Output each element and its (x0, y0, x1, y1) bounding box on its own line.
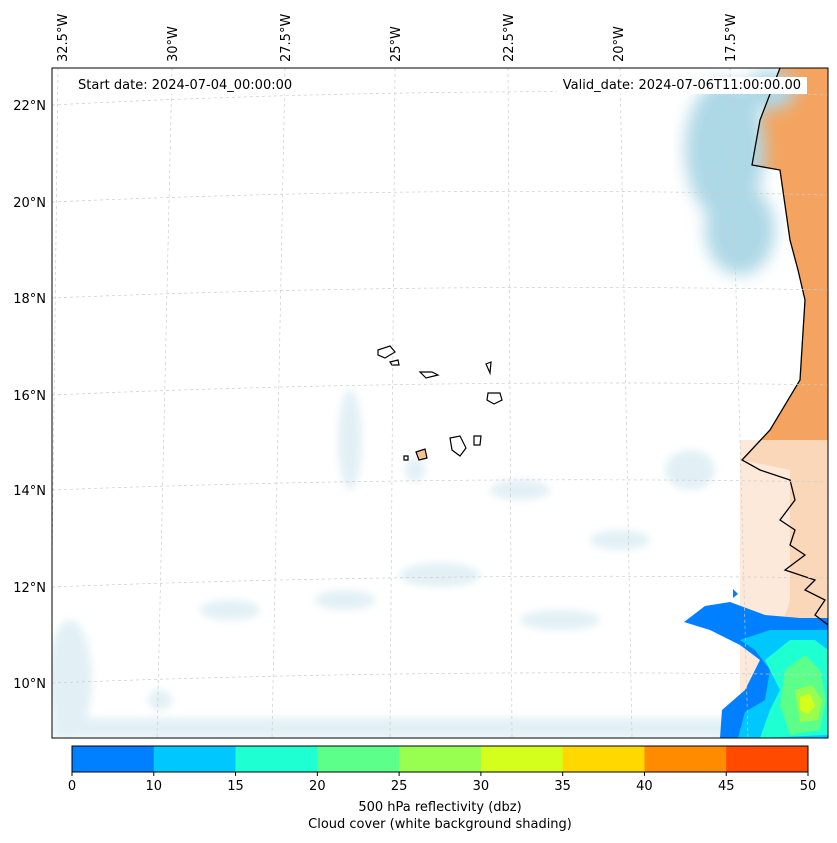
reflectivity-blob (684, 589, 828, 738)
faint-cloud-shading (52, 390, 732, 738)
latitude-labels: 22°N 20°N 18°N 16°N 14°N 12°N 10°N (13, 99, 46, 692)
colorbar-segment (317, 746, 400, 772)
colorbar-tick-label: 25 (391, 779, 408, 794)
coastline (740, 68, 828, 626)
colorbar-tick-label: 35 (554, 779, 571, 794)
colorbar-tick-label: 15 (227, 779, 244, 794)
colorbar-tick-label: 10 (146, 779, 163, 794)
lon-label: 27.5°W (279, 14, 294, 62)
colorbar-title: 500 hPa reflectivity (dbz) (358, 800, 522, 815)
lon-label: 20°W (612, 26, 627, 62)
colorbar-tick-label: 40 (636, 779, 653, 794)
lat-label: 22°N (13, 99, 46, 114)
lon-label: 22.5°W (502, 14, 517, 62)
lat-label: 16°N (13, 389, 46, 404)
colorbar-segment (726, 746, 809, 772)
lat-label: 18°N (13, 292, 46, 307)
colorbar-tick-label: 20 (309, 779, 326, 794)
colorbar-tick-label: 30 (473, 779, 490, 794)
colorbar-tick-label: 0 (68, 779, 76, 794)
colorbar-segment (480, 746, 564, 772)
lon-label: 25°W (389, 26, 404, 62)
colorbar-subtitle: Cloud cover (white background shading) (308, 817, 572, 832)
lon-label: 17.5°W (724, 14, 739, 62)
cape-verde-islands (377, 345, 503, 461)
lat-label: 20°N (13, 196, 46, 211)
lon-label: 32.5°W (56, 14, 71, 62)
colorbar-segment (562, 746, 645, 772)
colorbar-segment (399, 746, 482, 772)
lat-label: 10°N (13, 677, 46, 692)
start-date-label: Start date: 2024-07-04_00:00:00 (72, 77, 299, 94)
lat-label: 12°N (13, 581, 46, 596)
colorbar-border (71, 745, 809, 773)
colorbar-segment (153, 746, 237, 772)
longitude-labels: 32.5°W 30°W 27.5°W 25°W 22.5°W 20°W 17.5… (56, 14, 739, 62)
map-frame (51, 67, 829, 739)
colorbar-tick-label: 50 (800, 779, 817, 794)
graticule (52, 68, 828, 738)
colorbar-tick-label: 45 (718, 779, 735, 794)
lat-label: 14°N (13, 484, 46, 499)
colorbar-segment (644, 746, 727, 772)
colorbar: 0 10 15 20 25 30 35 40 45 50 (68, 745, 817, 794)
lon-label: 30°W (166, 26, 181, 62)
colorbar-segment (72, 746, 155, 772)
valid-date-label: Valid_date: 2024-07-06T11:00:00.00 (556, 77, 807, 94)
colorbar-segment (235, 746, 318, 772)
